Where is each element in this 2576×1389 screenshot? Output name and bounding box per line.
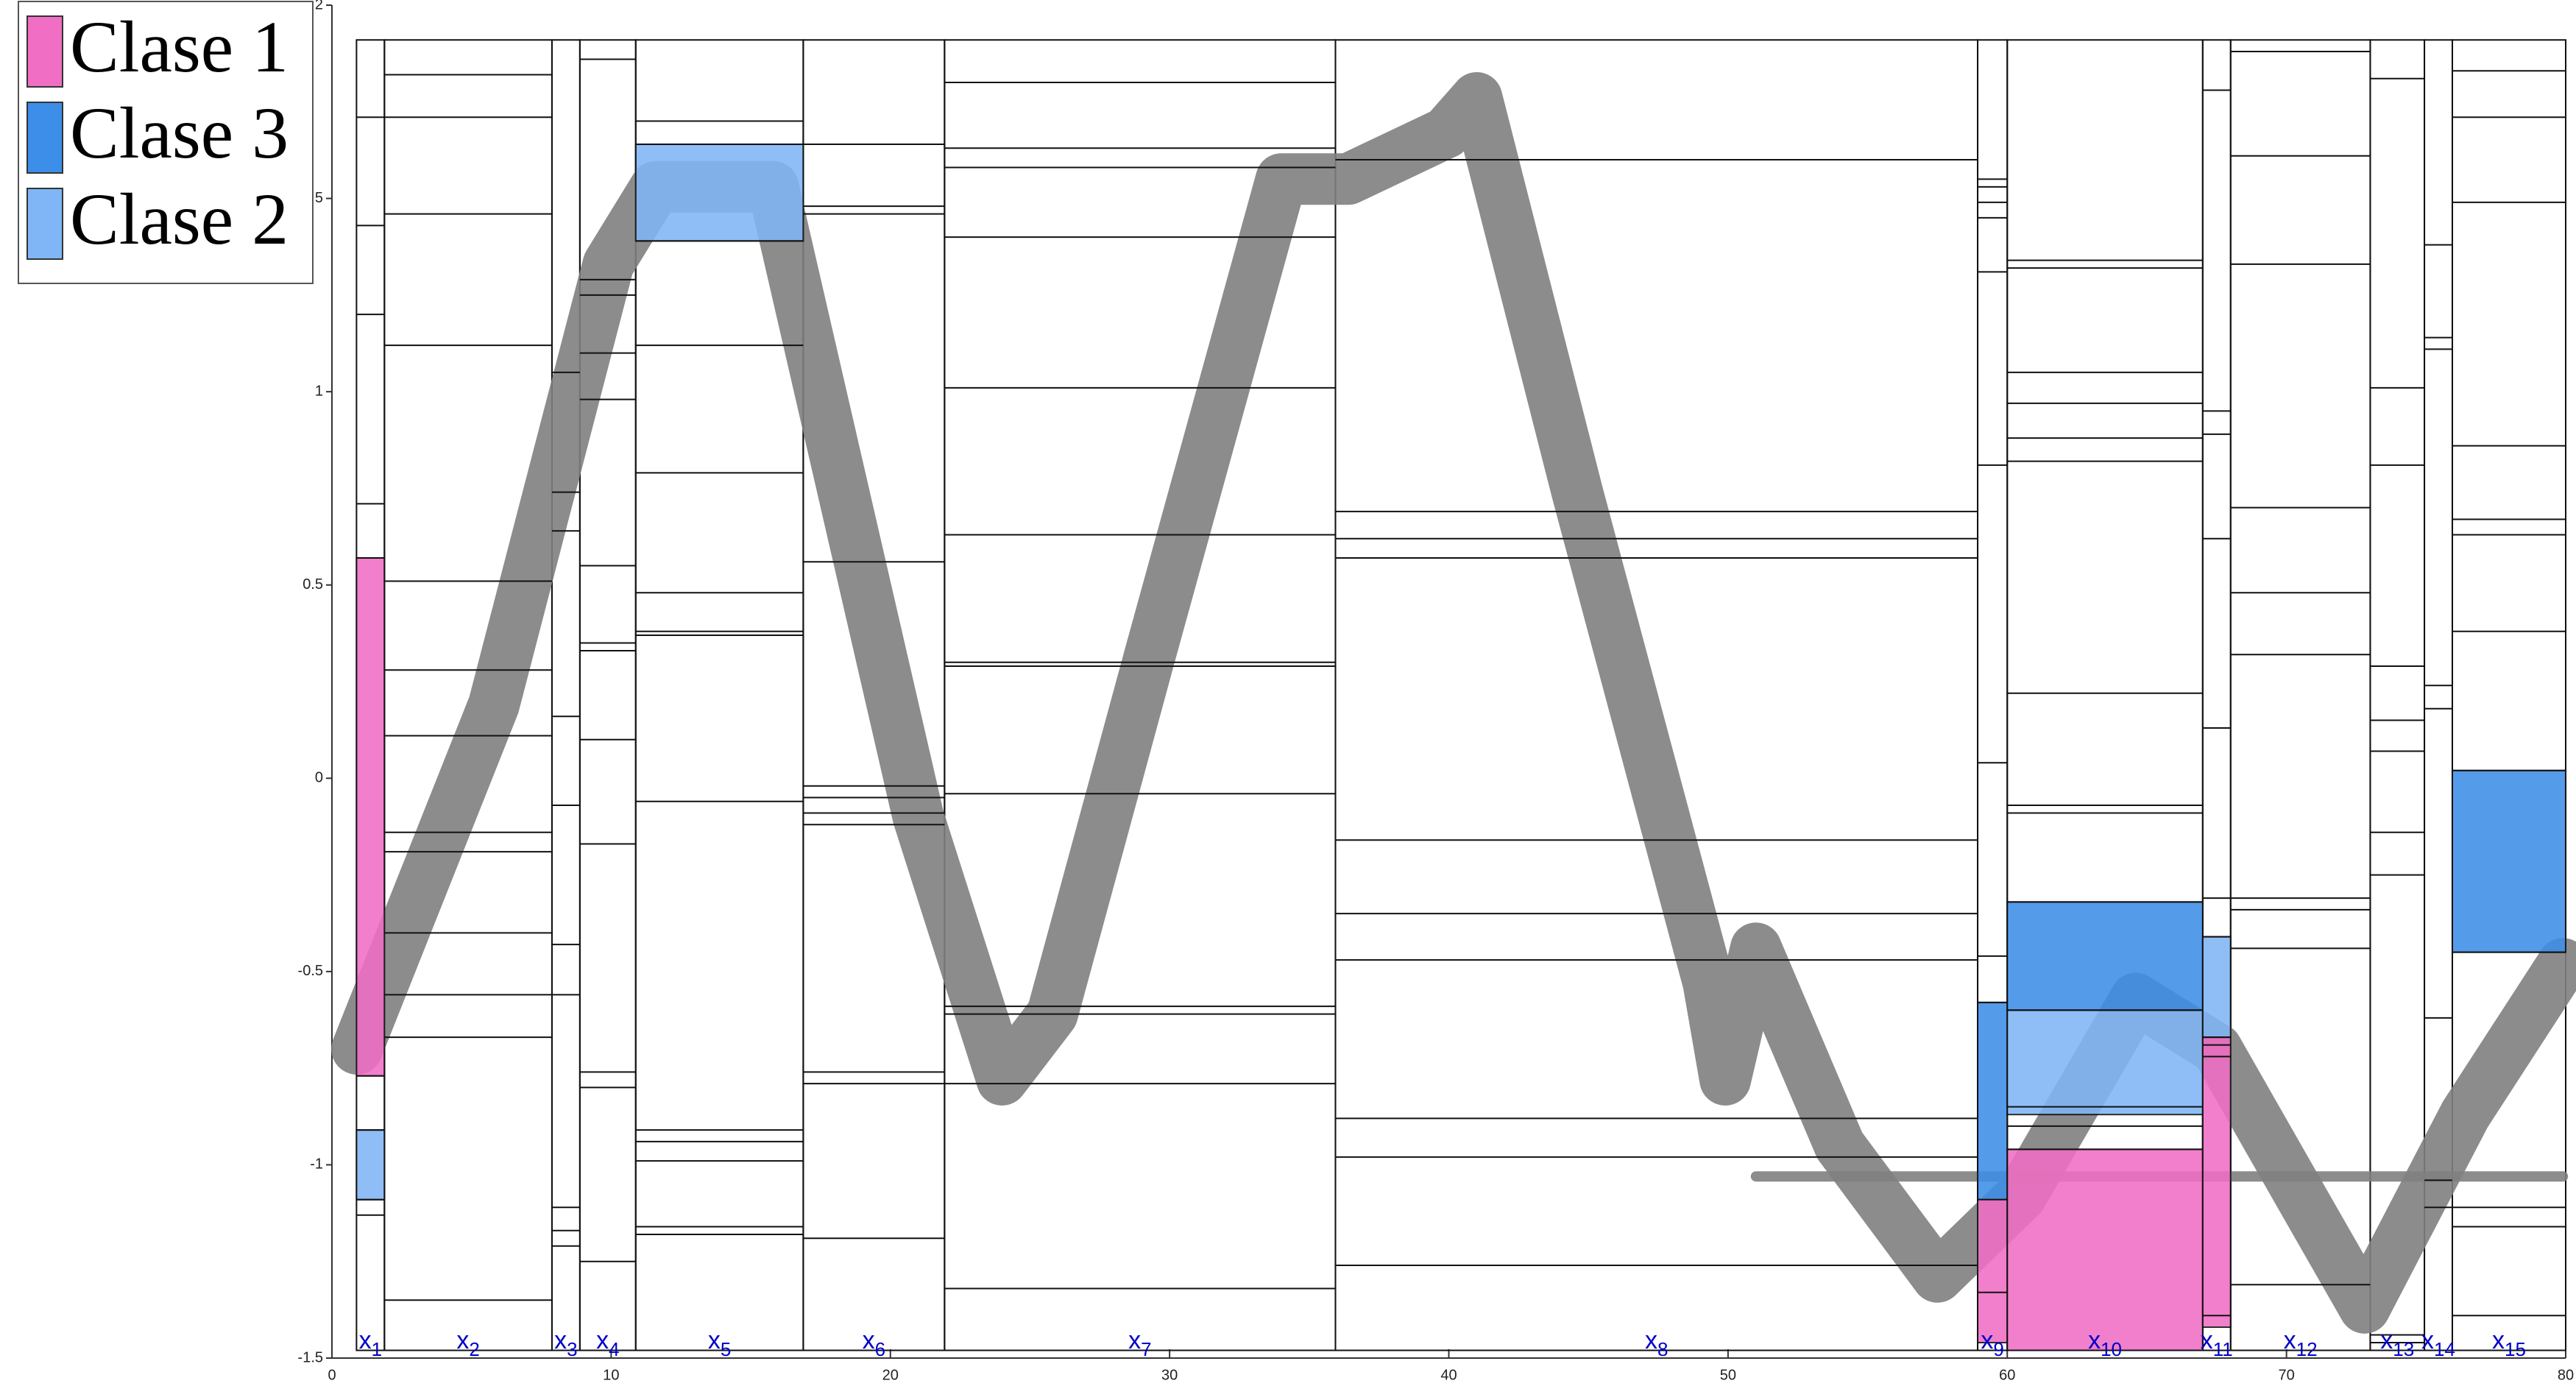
class-block [1977,1198,2009,1343]
y-tick-label: 0 [315,770,323,786]
region-label-sub: 9 [1993,1338,2003,1360]
legend-label: Clase 2 [70,178,289,260]
class-block [2201,936,2232,1039]
region-label-name: x [863,1326,875,1354]
x-tick-label: 0 [328,1367,336,1383]
region-label-name: x [596,1326,609,1354]
region-label: x4 [596,1326,619,1360]
region-label-name: x [359,1326,372,1354]
region-label-sub: 11 [2213,1338,2233,1360]
x-tick-label: 30 [1161,1367,1178,1383]
y-tick-label: 2 [315,0,323,13]
region-label-sub: 10 [2101,1338,2122,1360]
class-block [2006,1009,2204,1116]
class-block [634,144,804,242]
class-block [355,556,386,1077]
region-label-sub: 6 [875,1338,885,1360]
region-label-sub: 2 [469,1338,479,1360]
legend-box [18,1,314,284]
y-tick-label: 0.5 [302,576,323,593]
region-label: x12 [2284,1326,2318,1360]
region-label: x9 [1981,1326,2003,1360]
region-label-sub: 13 [2393,1338,2414,1360]
x-tick-label: 60 [1999,1367,2015,1383]
x-tick-label: 50 [1720,1367,1736,1383]
region-label-sub: 7 [1141,1338,1151,1360]
region-label-sub: 3 [567,1338,577,1360]
region-label-sub: 1 [372,1338,382,1360]
region-label-name: x [2380,1326,2393,1354]
region-label: x10 [2088,1326,2122,1360]
region-label-name: x [456,1326,469,1354]
legend-label: Clase 1 [70,6,289,88]
region-label: x13 [2380,1326,2414,1360]
legend-label: Clase 3 [70,92,289,174]
region-label-sub: 12 [2296,1338,2318,1360]
region-label: x3 [554,1326,577,1360]
region-label-name: x [2284,1326,2296,1354]
x-tick-label: 70 [2279,1367,2295,1383]
region-box [383,39,553,1351]
class-block [2006,1148,2204,1351]
x-tick-label: 80 [2558,1367,2574,1383]
region-label-name: x [1645,1326,1657,1354]
region-label-name: x [1981,1326,1993,1354]
region-box [2451,39,2566,1351]
legend-swatch [26,188,63,260]
region-label-sub: 8 [1657,1338,1668,1360]
legend-swatch [26,102,63,174]
region-label: x8 [1645,1326,1668,1360]
region-label: x7 [1128,1326,1151,1360]
region-label: x5 [708,1326,731,1360]
region-label-sub: 5 [721,1338,731,1360]
legend-swatch [26,15,63,88]
region-label: x15 [2492,1326,2526,1360]
region-label: x14 [2421,1326,2455,1360]
y-tick-label: -1.5 [298,1349,323,1365]
y-tick-label: -1 [310,1156,323,1173]
region-label-name: x [2088,1326,2101,1354]
class-block [355,1129,386,1201]
class-block [1977,1001,2009,1201]
region-label-name: x [554,1326,567,1354]
x-tick-label: 10 [603,1367,619,1383]
region-label-sub: 14 [2434,1338,2455,1360]
class-block [2201,1036,2232,1328]
x-tick-label: 40 [1440,1367,1457,1383]
region-label-sub: 15 [2505,1338,2526,1360]
region-label: x2 [456,1326,479,1360]
region-label-name: x [2492,1326,2505,1354]
region-label: x11 [2201,1326,2233,1360]
line-band [331,72,2576,1334]
region-label-name: x [2421,1326,2434,1354]
x-tick-label: 20 [882,1367,899,1383]
region-box [551,39,581,1351]
region-label: x1 [359,1326,382,1360]
region-label-name: x [1128,1326,1141,1354]
y-tick-label: 1 [315,383,323,399]
region-label: x6 [863,1326,885,1360]
region-label-name: x [708,1326,721,1354]
class-block [2006,901,2204,1011]
region-label-name: x [2201,1326,2213,1354]
y-tick-label: -0.5 [298,963,323,979]
class-block [2451,769,2566,953]
region-label-sub: 4 [609,1338,619,1360]
